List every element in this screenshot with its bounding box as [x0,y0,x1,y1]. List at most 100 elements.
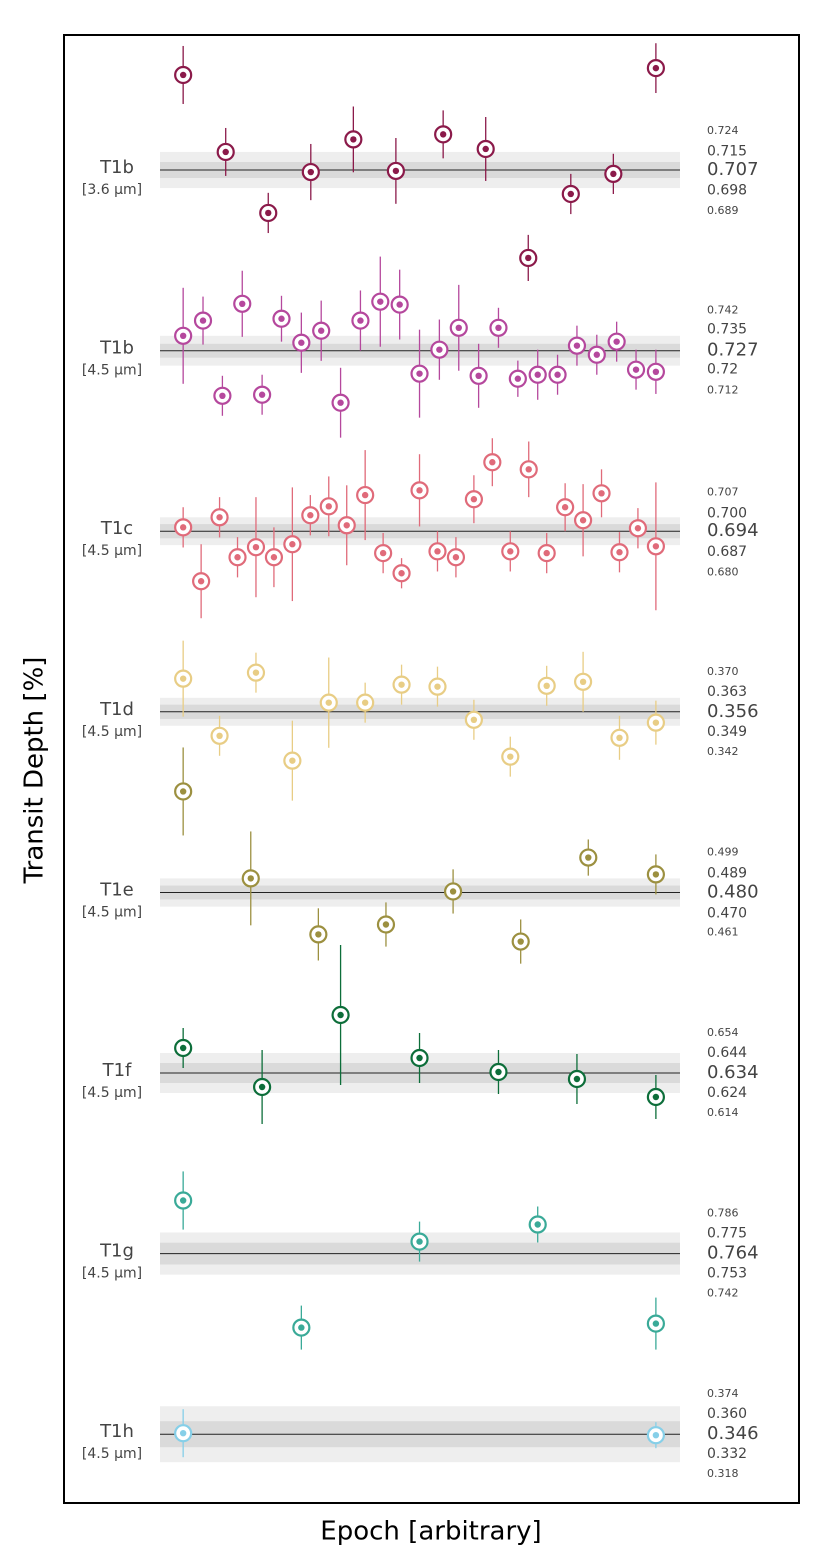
marker-dot [616,734,623,741]
y-tick-label: 0.742 [707,1287,739,1300]
data-point [337,485,356,566]
data-point [508,360,527,397]
marker-dot [652,871,660,878]
data-point [476,117,495,181]
marker-dot [652,64,660,72]
data-point [561,173,580,215]
marker-dot [534,371,541,378]
data-point [626,349,646,390]
y-tick-label: 0.764 [707,1243,759,1264]
panel-label: T1f [102,1060,132,1081]
marker-dot [534,1221,541,1228]
marker-dot [652,1320,660,1327]
data-point [292,1305,311,1350]
data-point [174,1171,193,1230]
data-point [253,1050,272,1124]
data-point [174,45,193,104]
y-tick-label: 0.689 [707,204,739,217]
marker-dot [179,71,187,79]
marker-dot [239,300,246,307]
marker-dot [247,875,254,882]
marker-dot [234,554,241,561]
data-point [428,531,447,572]
data-point [390,269,409,340]
data-point [646,482,665,611]
data-point [646,854,665,895]
y-tick-label: 0.461 [707,926,739,939]
data-point [174,747,193,836]
panel-subtitle: [4.5 μm] [82,1085,142,1101]
data-point [410,329,429,418]
marker-dot [593,351,600,358]
y-tick-label: 0.360 [707,1406,747,1422]
data-point [449,284,468,371]
panel-label: T1d [99,699,134,720]
data-point [646,700,665,745]
marker-dot [416,370,423,377]
data-point [301,495,320,536]
marker-dot [270,554,278,561]
panel-label: T1b [99,338,134,359]
marker-dot [361,699,369,706]
y-axis-label: Transit Depth [%] [20,657,50,885]
data-point [216,127,235,176]
marker-dot [179,332,187,339]
marker-dot [258,391,266,398]
marker-dot [307,512,314,519]
marker-dot [482,145,489,153]
data-point [174,507,193,548]
marker-dot [289,757,296,764]
marker-dot [315,931,322,938]
y-tick-label: 0.72 [707,361,738,377]
data-point [528,349,547,400]
marker-dot [416,1238,423,1245]
data-point [319,657,338,748]
data-point [312,300,331,361]
data-point [331,945,350,1085]
marker-dot [179,1197,187,1204]
marker-dot [377,298,384,305]
y-tick-label: 0.644 [707,1045,747,1061]
marker-dot [613,338,620,345]
y-tick-label: 0.349 [707,724,747,740]
marker-dot [252,543,260,551]
y-tick-label: 0.374 [707,1387,739,1400]
marker-dot [507,753,514,760]
y-tick-label: 0.724 [707,124,739,137]
data-point [253,374,272,415]
y-tick-label: 0.342 [707,745,739,758]
data-point [567,1054,587,1104]
data-point [292,312,311,373]
marker-dot [179,788,187,795]
marker-dot [598,490,605,497]
marker-dot [579,517,587,524]
data-point [210,497,229,538]
y-tick-label: 0.687 [707,544,747,560]
marker-dot [434,683,441,690]
marker-dot [652,543,660,550]
marker-dot [489,459,496,466]
data-point [174,287,193,384]
y-tick-label: 0.727 [707,340,759,361]
data-point [646,1297,665,1350]
data-point [604,153,623,194]
plot-frame [63,34,800,1504]
data-point [192,544,211,619]
data-point [193,296,213,345]
data-point [464,699,483,740]
marker-dot [379,549,387,557]
marker-dot [507,548,514,555]
y-tick-label: 0.715 [707,144,747,160]
marker-dot [398,570,405,577]
y-tick-label: 0.698 [707,183,747,199]
data-point [483,438,502,487]
y-tick-label: 0.318 [707,1467,739,1480]
marker-dot [179,1044,187,1052]
data-point [469,343,488,408]
marker-dot [434,548,441,555]
data-point [511,919,530,964]
marker-dot [573,1075,581,1083]
marker-dot [652,1093,660,1101]
marker-dot [543,682,550,689]
marker-dot [382,921,390,928]
